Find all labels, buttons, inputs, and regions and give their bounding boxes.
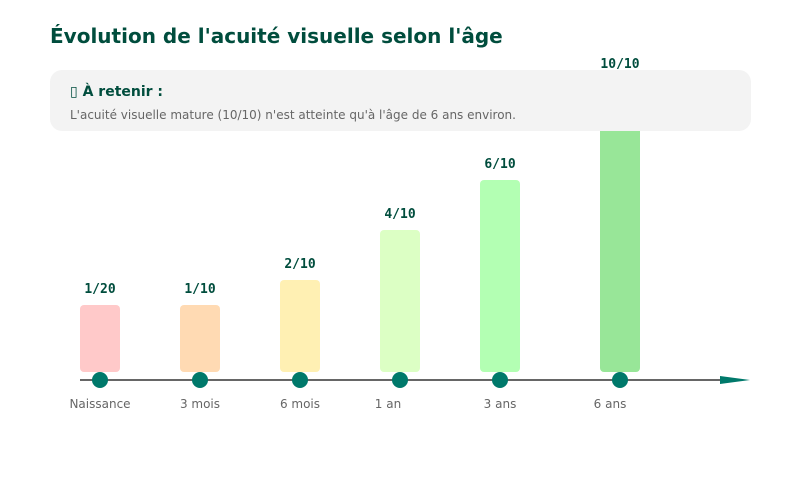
category-label: 3 mois xyxy=(180,397,220,411)
lightbulb-icon: ▯ xyxy=(70,84,78,100)
timeline-dot xyxy=(612,372,628,388)
bar-value-label: 4/10 xyxy=(384,207,415,222)
category-label: Naissance xyxy=(69,397,130,411)
note-heading: ▯ À retenir : xyxy=(70,84,163,100)
timeline-dot xyxy=(492,372,508,388)
bar-4 xyxy=(480,180,520,372)
bar-3 xyxy=(380,230,420,372)
timeline-dot xyxy=(92,372,108,388)
category-label: 6 ans xyxy=(594,397,627,411)
timeline-dot xyxy=(292,372,308,388)
timeline-dot xyxy=(192,372,208,388)
axis-arrow-icon xyxy=(720,376,750,384)
bar-1 xyxy=(180,305,220,372)
key-takeaway-box: ▯ À retenir : L'acuité visuelle mature (… xyxy=(50,70,751,131)
timeline-dot xyxy=(392,372,408,388)
bar-2 xyxy=(280,280,320,372)
category-label: 1 an xyxy=(375,397,401,411)
bar-0 xyxy=(80,305,120,372)
note-title: À retenir : xyxy=(82,84,164,100)
bar-value-label: 10/10 xyxy=(600,57,639,72)
bar-value-label: 2/10 xyxy=(284,257,315,272)
bar-5 xyxy=(600,80,640,372)
category-label: 6 mois xyxy=(280,397,320,411)
note-text: L'acuité visuelle mature (10/10) n'est a… xyxy=(70,108,516,122)
bar-value-label: 1/20 xyxy=(84,282,115,297)
category-label: 3 ans xyxy=(484,397,517,411)
bar-value-label: 1/10 xyxy=(184,282,215,297)
page-title: Évolution de l'acuité visuelle selon l'â… xyxy=(50,24,503,48)
bar-value-label: 6/10 xyxy=(484,157,515,172)
